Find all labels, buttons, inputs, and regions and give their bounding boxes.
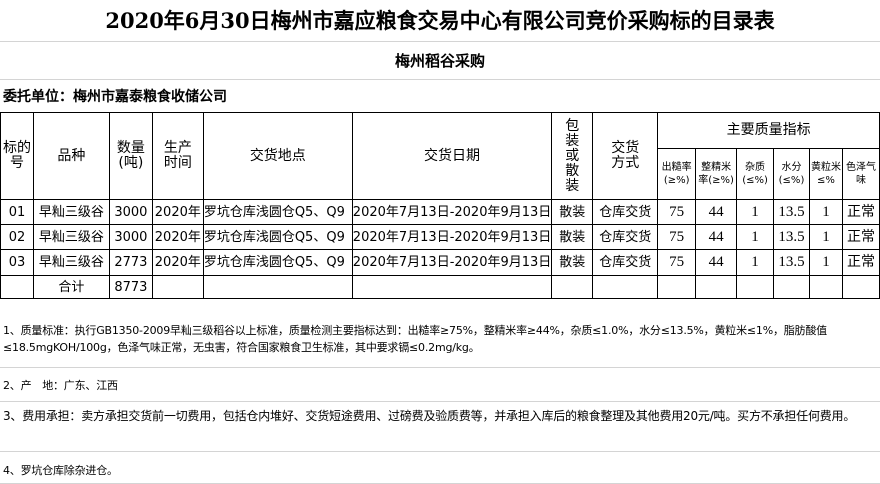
cell-q: 44 [695, 249, 738, 276]
cell-q: 75 [657, 224, 697, 250]
cell-q: 1 [808, 249, 843, 276]
cell-q: 13.5 [773, 199, 810, 225]
cell-lot: 03 [0, 249, 34, 276]
cell-place: 罗坑仓库浅圆仓Q5、Q9 [202, 249, 353, 276]
cell-place: 罗坑仓库浅圆仓Q5、Q9 [202, 224, 353, 250]
note-warehouse: 4、罗坑仓库除杂进仓。 [0, 452, 880, 484]
header-q1: 整精米率(≥%) [695, 148, 738, 200]
cell-mode: 仓库交货 [592, 224, 659, 250]
cell-q: 1 [736, 199, 775, 225]
client-unit: 委托单位：梅州市嘉泰粮食收储公司 [3, 89, 227, 105]
page-title: 2020年6月30日梅州市嘉应粮食交易中心有限公司竞价采购标的目录表 [0, 0, 880, 42]
cell-q: 1 [736, 224, 775, 250]
cell-pack: 散装 [551, 249, 594, 276]
cell-prod: 2020年 [151, 199, 204, 225]
cell-q: 75 [657, 199, 697, 225]
cell-q: 正常 [841, 249, 880, 276]
cell-q: 1 [736, 249, 775, 276]
cell-date: 2020年7月13日-2020年9月13日 [351, 199, 553, 225]
cell-mode: 仓库交货 [592, 249, 659, 276]
header-variety: 品种 [32, 112, 110, 200]
total-qty: 8773 [108, 275, 153, 299]
cell-q: 1 [808, 224, 843, 250]
cell-q: 75 [657, 249, 697, 276]
table-row: 01 早籼三级谷 3000 2020年 罗坑仓库浅圆仓Q5、Q9 2020年7月13日-2… [0, 199, 880, 225]
cell-qty: 3000 [108, 199, 153, 225]
header-qty: 数量(吨) [108, 112, 153, 200]
cell-pack: 散装 [551, 224, 594, 250]
cell-lot: 02 [0, 224, 34, 250]
header-place: 交货地点 [202, 112, 353, 200]
subtitle: 梅州稻谷采购 [0, 42, 880, 80]
table-row: 03 早籼三级谷 2773 2020年 罗坑仓库浅圆仓Q5、Q9 2020年7月13日-2… [0, 249, 880, 276]
cell-pack: 散装 [551, 199, 594, 225]
total-label: 合计 [32, 275, 110, 299]
cell-date: 2020年7月13日-2020年9月13日 [351, 249, 553, 276]
cell-place: 罗坑仓库浅圆仓Q5、Q9 [202, 199, 353, 225]
cell-qty: 3000 [108, 224, 153, 250]
cell-qty: 2773 [108, 249, 153, 276]
header-pack: 包装或散装 [551, 112, 594, 200]
header-q0: 出糙率(≥%) [657, 148, 697, 200]
cell-prod: 2020年 [151, 249, 204, 276]
cell-variety: 早籼三级谷 [32, 199, 110, 225]
cell-q: 正常 [841, 199, 880, 225]
cell-lot: 01 [0, 199, 34, 225]
cell-variety: 早籼三级谷 [32, 249, 110, 276]
cell-date: 2020年7月13日-2020年9月13日 [351, 224, 553, 250]
cell-mode: 仓库交货 [592, 199, 659, 225]
header-q3: 水分(≤%) [773, 148, 810, 200]
cell-q: 1 [808, 199, 843, 225]
catalog-table: 标的号 品种 数量(吨) 生产时间 交货地点 交货日期 包装或散装 交货方式 主… [0, 112, 880, 299]
cell-variety: 早籼三级谷 [32, 224, 110, 250]
note-fees: 3、费用承担：卖方承担交货前一切费用，包括仓内堆好、交货短途费用、过磅费及验质费… [0, 402, 880, 452]
header-date: 交货日期 [351, 112, 553, 200]
note-origin: 2、产 地：广东、江西 [0, 368, 880, 402]
total-row: 合计 8773 [0, 275, 880, 299]
header-mode: 交货方式 [592, 112, 659, 200]
header-lot: 标的号 [0, 112, 34, 200]
cell-q: 正常 [841, 224, 880, 250]
header-quality: 主要质量指标 [657, 112, 880, 149]
header-q2: 杂质(≤%) [736, 148, 775, 200]
header-prod: 生产时间 [151, 112, 204, 200]
cell-prod: 2020年 [151, 224, 204, 250]
cell-q: 44 [695, 199, 738, 225]
cell-q: 13.5 [773, 224, 810, 250]
table-row: 02 早籼三级谷 3000 2020年 罗坑仓库浅圆仓Q5、Q9 2020年7月13日-2… [0, 224, 880, 250]
cell-q: 44 [695, 224, 738, 250]
header-q4: 黄粒米≤% [808, 148, 843, 200]
header-q5: 色泽气味 [841, 148, 880, 200]
cell-q: 13.5 [773, 249, 810, 276]
note-quality: 1、质量标准：执行GB1350-2009早籼三级稻谷以上标准，质量检测主要指标达… [0, 318, 880, 368]
